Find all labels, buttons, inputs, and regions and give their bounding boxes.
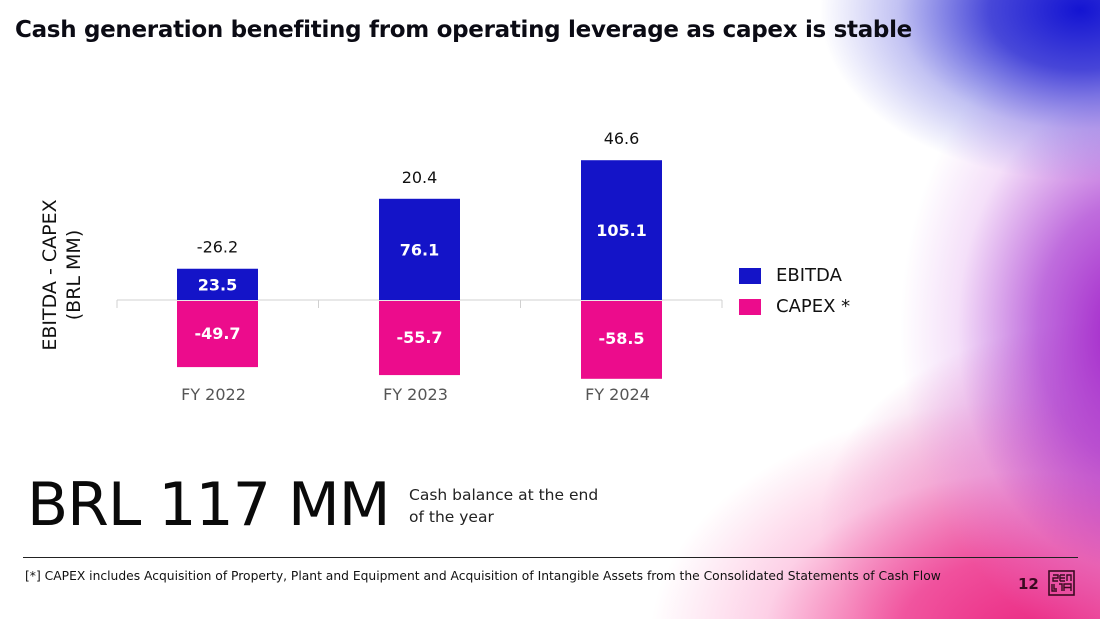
bar-capex bbox=[581, 301, 662, 379]
bar-ebitda bbox=[379, 198, 460, 300]
cash-balance-value: BRL 117 MM bbox=[27, 470, 390, 540]
legend-label-capex: CAPEX * bbox=[776, 296, 851, 317]
page-title: Cash generation benefiting from operatin… bbox=[15, 17, 912, 43]
chart-legend: EBITDA CAPEX * bbox=[739, 260, 850, 322]
data-label-total: 46.6 bbox=[604, 129, 640, 148]
data-label-total: -26.2 bbox=[197, 238, 238, 257]
data-label-capex: -55.7 bbox=[396, 328, 442, 347]
data-label-capex: -58.5 bbox=[598, 329, 644, 348]
x-tick-label: FY 2022 bbox=[181, 385, 246, 404]
data-label-ebitda: 76.1 bbox=[400, 240, 439, 259]
legend-swatch-ebitda bbox=[739, 267, 761, 284]
legend-label-ebitda: EBITDA bbox=[776, 265, 842, 286]
bar-ebitda bbox=[177, 268, 258, 300]
bar-capex bbox=[379, 301, 460, 376]
data-label-ebitda: 105.1 bbox=[596, 221, 647, 240]
bar-ebitda bbox=[581, 160, 662, 300]
x-tick-label: FY 2023 bbox=[383, 385, 448, 404]
page-number: 12 bbox=[1018, 575, 1039, 593]
data-label-capex: -49.7 bbox=[194, 324, 240, 343]
x-tick-label: FY 2024 bbox=[585, 385, 650, 404]
zenvia-logo-icon bbox=[1048, 570, 1075, 596]
footer-divider bbox=[23, 557, 1078, 558]
bar-capex bbox=[177, 301, 258, 368]
cash-balance-caption: Cash balance at the end of the year bbox=[409, 486, 599, 526]
data-label-ebitda: 23.5 bbox=[198, 275, 237, 294]
data-label-total: 20.4 bbox=[402, 168, 438, 187]
legend-item-capex: CAPEX * bbox=[739, 291, 850, 322]
legend-swatch-capex bbox=[739, 298, 761, 315]
legend-item-ebitda: EBITDA bbox=[739, 260, 850, 291]
footnote: [*] CAPEX includes Acquisition of Proper… bbox=[25, 569, 941, 583]
